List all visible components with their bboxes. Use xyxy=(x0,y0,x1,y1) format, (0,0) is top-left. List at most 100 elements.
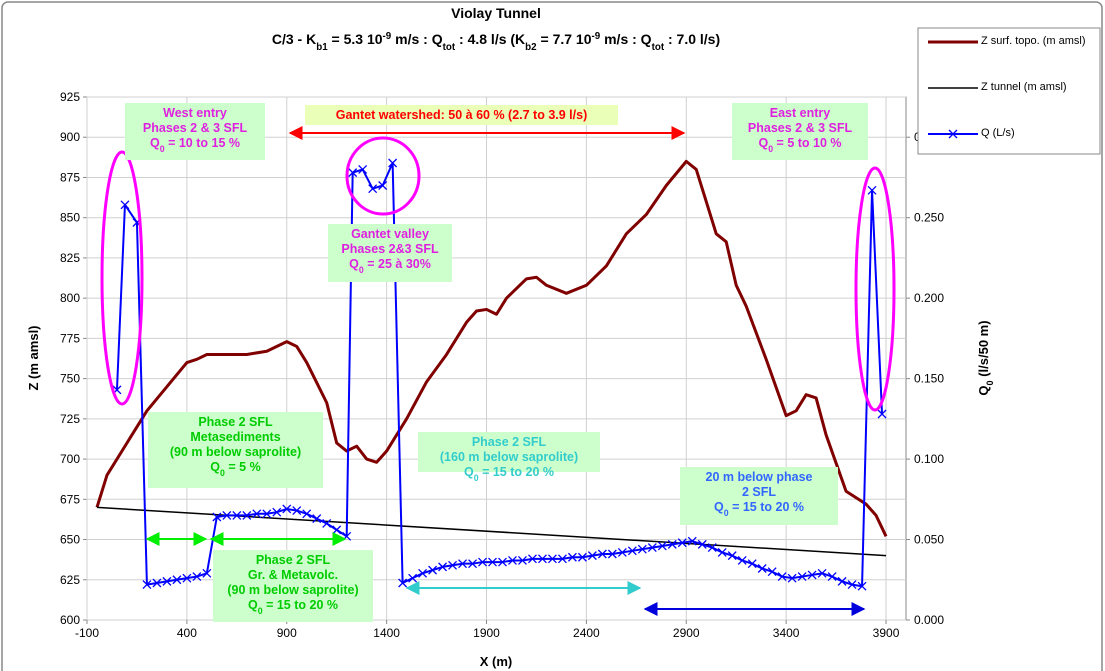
marker xyxy=(867,185,877,195)
marker xyxy=(358,164,368,174)
y2-tick-label: 0.000 xyxy=(914,613,944,627)
text-part: = 5.3 10 xyxy=(328,31,383,47)
marker xyxy=(737,555,747,565)
ellipse xyxy=(854,166,896,412)
marker xyxy=(687,536,697,546)
text-part: = 15 to 20 % xyxy=(479,465,554,479)
annotation-box xyxy=(305,105,618,125)
marker xyxy=(438,562,448,572)
legend xyxy=(928,40,978,139)
y2-tick-label: 0.250 xyxy=(914,211,944,225)
text-part: = 5 % xyxy=(225,460,261,474)
marker xyxy=(302,509,312,519)
text-part: = 7.7 10 xyxy=(537,31,592,47)
marker xyxy=(192,572,202,582)
legend-label: Z surf. topo. (m amsl) xyxy=(981,35,1086,47)
annotation: Phase 2 SFL(160 m below saprolite)Q0 = 1… xyxy=(418,432,600,483)
annotation-text: Phases 2 & 3 SFL xyxy=(143,121,248,135)
marker xyxy=(408,573,418,583)
marker xyxy=(282,504,292,514)
marker xyxy=(607,549,617,559)
marker xyxy=(727,551,737,561)
y2-tick-label: 0.150 xyxy=(914,372,944,386)
text-part: -9 xyxy=(592,31,601,42)
marker xyxy=(577,552,587,562)
marker xyxy=(292,506,302,516)
marker xyxy=(162,576,172,586)
x-tick-label: 2900 xyxy=(673,626,700,640)
annotation-text: Phase 2 SFL xyxy=(472,435,547,449)
marker xyxy=(348,168,358,178)
marker xyxy=(527,554,537,564)
chart-subtitle: C/3 - Kb1 = 5.3 10-9 m/s : Qtot : 4.8 l/… xyxy=(272,31,720,53)
y2-tick-label: 0.100 xyxy=(914,452,944,466)
x-tick-label: 400 xyxy=(177,626,197,640)
marker xyxy=(797,572,807,582)
marker xyxy=(667,539,677,549)
plot-layer xyxy=(95,158,888,591)
marker xyxy=(547,554,557,564)
marker xyxy=(398,578,408,588)
annotation-box xyxy=(148,412,323,488)
annotation-text: Q0 = 10 to 15 % xyxy=(150,136,240,154)
y-tick-label: 625 xyxy=(60,573,80,587)
marker xyxy=(468,559,477,569)
marker xyxy=(212,512,222,522)
text-part: Q xyxy=(150,136,160,150)
x-tick-label: -100 xyxy=(75,626,99,640)
marker xyxy=(697,539,707,549)
annotation-box xyxy=(328,224,452,282)
marker xyxy=(787,573,797,583)
marker xyxy=(637,544,647,554)
annotation-text: Gr. & Metavolc. xyxy=(248,568,338,582)
x-tick-label: 3400 xyxy=(773,626,800,640)
y-axis-label: Z (m amsl) xyxy=(26,325,41,390)
annotation-text: (160 m below saprolite) xyxy=(440,450,578,464)
annotation-text: Gantet watershed: 50 à 60 % (2.7 to 3.9 … xyxy=(336,108,587,122)
y-tick-label: 750 xyxy=(60,372,80,386)
marker xyxy=(857,581,867,591)
marker xyxy=(757,564,767,573)
text-part: = 25 à 30% xyxy=(364,257,431,271)
y-tick-label: 600 xyxy=(60,613,80,627)
annotation-text: Q0 = 15 to 20 % xyxy=(714,500,804,518)
marker xyxy=(262,509,272,519)
y-tick-label: 825 xyxy=(60,251,80,265)
annotation-text: West entry xyxy=(163,106,227,120)
y-tick-label: 725 xyxy=(60,412,80,426)
x-axis-label: X (m) xyxy=(480,654,513,669)
text-part: 0 xyxy=(474,473,479,483)
y2-axis-label: Q0 (l/s/50 m) xyxy=(976,320,995,395)
text-part: 0 xyxy=(220,468,225,478)
annotation-text: East entry xyxy=(770,106,830,120)
marker xyxy=(388,158,398,168)
marker xyxy=(717,547,727,557)
chart-title: Violay Tunnel xyxy=(451,5,541,21)
marker xyxy=(252,509,262,519)
annotation-text: Phase 2 SFL xyxy=(256,553,331,567)
legend-label: Q (L/s) xyxy=(981,127,1015,139)
annotation-text: (90 m below saprolite) xyxy=(170,445,301,459)
marker xyxy=(807,570,817,580)
marker xyxy=(488,557,497,567)
marker xyxy=(597,549,607,559)
text-part: (l/s/50 m) xyxy=(976,320,991,380)
text-part: b2 xyxy=(525,42,537,53)
y-tick-label: 900 xyxy=(60,130,80,144)
text-part: tot xyxy=(443,42,456,53)
annotation-text: Phases 2 & 3 SFL xyxy=(748,121,853,135)
marker xyxy=(172,575,182,585)
text-part: Q xyxy=(464,465,474,479)
annotation-box xyxy=(732,103,868,160)
annotation-text: Q0 = 25 à 30% xyxy=(349,257,431,275)
marker xyxy=(877,409,887,419)
annotation-text: Phase 2 SFL xyxy=(198,415,273,429)
marker xyxy=(458,559,468,569)
marker xyxy=(368,184,378,194)
legend-marker xyxy=(948,129,958,139)
text-part: : 4.8 l/s (K xyxy=(455,31,525,47)
text-part: 0 xyxy=(985,380,995,385)
